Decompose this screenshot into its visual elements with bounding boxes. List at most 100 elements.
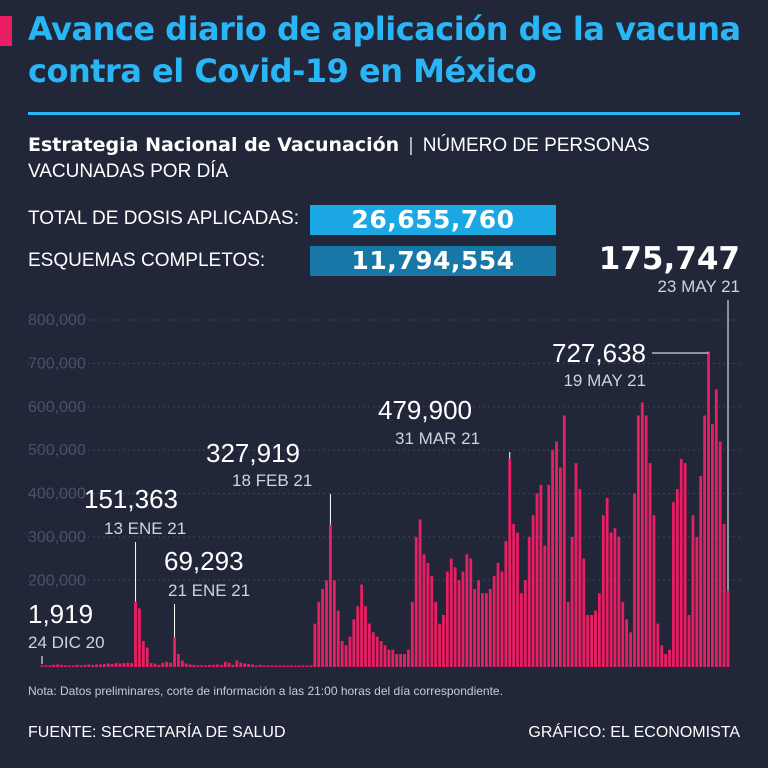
bar <box>44 665 48 667</box>
subtitle-separator: | <box>408 135 414 156</box>
bar <box>138 608 141 667</box>
bar <box>644 415 648 667</box>
bar <box>301 665 305 667</box>
bar <box>648 463 652 667</box>
bar <box>660 645 664 667</box>
bar <box>617 536 621 668</box>
bar <box>722 523 726 667</box>
bar <box>477 580 480 667</box>
bar <box>465 554 469 668</box>
annotation-date: 19 MAY 21 <box>563 371 646 390</box>
bar <box>387 649 391 667</box>
subtitle-rest: NÚMERO DE PERSONAS VACUNADAS POR DÍA <box>28 135 650 182</box>
bar <box>313 623 317 668</box>
bar <box>169 662 173 667</box>
bar <box>445 571 449 668</box>
credit-text: GRÁFICO: EL ECONOMISTA <box>528 724 740 741</box>
annotation-date: 13 ENE 21 <box>104 519 186 538</box>
annotation: 69,293 21 ENE 21 <box>164 546 250 637</box>
bar <box>508 458 512 667</box>
bar <box>91 664 95 667</box>
bar <box>99 664 102 667</box>
bar <box>348 636 352 667</box>
bar <box>414 536 418 668</box>
bar <box>558 467 562 667</box>
bar <box>664 653 668 667</box>
bar <box>605 497 609 667</box>
bar <box>586 614 590 667</box>
bar <box>332 580 336 667</box>
bar <box>488 588 492 667</box>
bar <box>523 580 527 667</box>
bar <box>594 610 597 667</box>
bar <box>278 665 282 667</box>
bar <box>83 664 87 667</box>
bar <box>481 593 484 667</box>
annotation-value: 1,919 <box>28 599 93 629</box>
bar <box>636 415 640 667</box>
y-tick-label: 200,000 <box>28 572 86 589</box>
bar <box>325 580 328 667</box>
bar <box>309 665 313 667</box>
bar <box>582 558 586 667</box>
y-tick-label: 800,000 <box>28 312 86 329</box>
bar <box>87 664 91 667</box>
bar <box>290 665 293 667</box>
annotation-date: 18 FEB 21 <box>232 471 312 490</box>
bar <box>60 664 63 667</box>
annotation-value: 151,363 <box>84 484 178 514</box>
bar <box>461 571 465 668</box>
bar <box>340 640 344 667</box>
bar <box>457 580 461 667</box>
bar <box>317 601 321 667</box>
bar <box>219 664 223 667</box>
bar <box>399 653 402 667</box>
bar <box>352 619 356 667</box>
bar <box>395 653 399 667</box>
bar <box>63 665 67 667</box>
y-tick-label: 600,000 <box>28 399 86 416</box>
bar <box>251 664 254 667</box>
bar <box>329 524 332 667</box>
grid-layer: 200,000 300,000 400,000 500,000 600,000 700,0… <box>28 312 740 589</box>
daily-vaccination-chart: 200,000 300,000 400,000 500,000 600,000 700,0… <box>28 241 740 668</box>
bar <box>520 593 523 667</box>
annotation-value: 727,638 <box>552 338 646 368</box>
bar <box>543 545 547 667</box>
bar <box>286 665 289 667</box>
bar <box>711 424 714 667</box>
bar <box>48 665 52 667</box>
bar <box>403 653 406 667</box>
bar <box>714 389 718 667</box>
bar <box>726 590 730 667</box>
bar <box>204 665 208 667</box>
bar <box>375 636 379 667</box>
bar <box>282 665 286 667</box>
bar <box>75 664 79 667</box>
annotation-value: 327,919 <box>206 438 300 468</box>
bar <box>356 606 360 667</box>
bar <box>149 663 153 667</box>
bar <box>145 647 149 667</box>
bar <box>469 558 473 667</box>
annotation-date: 21 ENE 21 <box>168 581 250 600</box>
bar <box>235 660 239 667</box>
doses-label: TOTAL DE DOSIS APLICADAS: <box>28 208 300 229</box>
bar <box>212 664 215 667</box>
bar <box>601 515 605 667</box>
bar <box>691 515 695 667</box>
y-tick-label: 300,000 <box>28 529 86 546</box>
bar <box>500 571 504 668</box>
bar <box>364 606 367 667</box>
bar <box>52 664 56 667</box>
bar <box>562 415 566 667</box>
bar <box>621 601 625 667</box>
bar <box>683 463 687 667</box>
annotation-value: 69,293 <box>164 546 244 576</box>
bar <box>597 593 601 667</box>
bar <box>633 493 636 667</box>
bar <box>590 614 593 667</box>
bar <box>266 665 270 667</box>
bar <box>118 663 122 667</box>
